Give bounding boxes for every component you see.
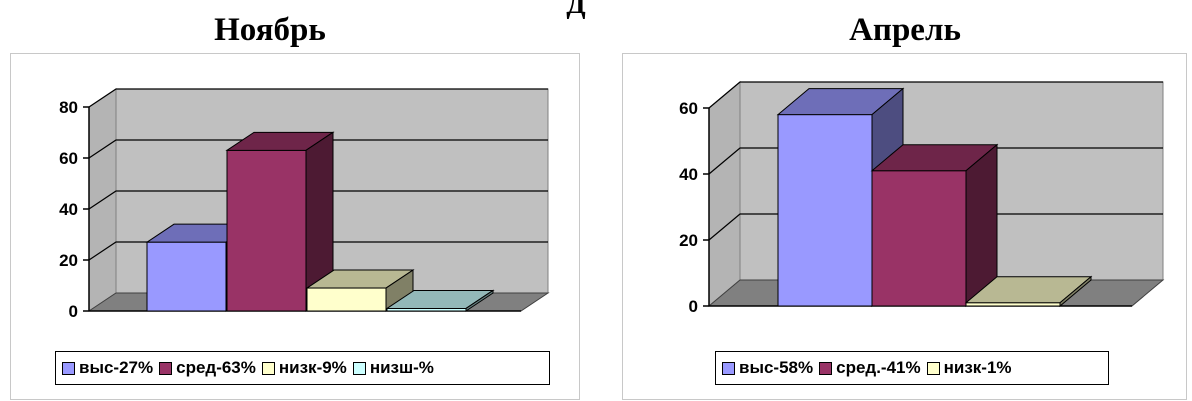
- legend-item: низк-1%: [926, 358, 1012, 378]
- gridline: [88, 241, 548, 261]
- legend-swatch: [62, 361, 75, 375]
- legend-label: низк-9%: [278, 358, 347, 377]
- chart-panel-april: 0 20 40 60 выс-58% сред.-41% низк-1%: [622, 53, 1187, 400]
- gridline: [708, 81, 1163, 109]
- y-tick-label: 40: [59, 200, 78, 219]
- legend-item: низш-%: [352, 358, 434, 378]
- legend-item: выс-58%: [722, 358, 813, 378]
- legend-swatch: [352, 361, 366, 375]
- y-tick-label: 0: [69, 302, 78, 321]
- y-tick-label: 60: [59, 149, 78, 168]
- gridline: [88, 88, 548, 108]
- legend-label: сред.-41%: [836, 358, 921, 377]
- bar-side: [465, 289, 494, 312]
- y-tick-label: 20: [59, 251, 78, 270]
- gridline: [88, 139, 548, 159]
- bar-front: [146, 241, 227, 312]
- bar: [964, 275, 1093, 308]
- chart-legend-november: выс-27% сред-63% низк-9% низш-%: [55, 351, 550, 385]
- plot-side-wall: [708, 80, 741, 308]
- y-tick-label: 0: [689, 297, 698, 316]
- chart-plot-november: 0 20 40 60 80: [59, 88, 550, 321]
- bar-front: [306, 287, 387, 312]
- bar-front: [777, 114, 873, 307]
- chart-plot-april: 0 20 40 60: [679, 80, 1165, 316]
- y-tick-label: 40: [679, 165, 698, 184]
- top-cut-letter: Д: [566, 0, 586, 20]
- bar-front: [226, 149, 307, 312]
- legend-label: низк-1%: [943, 358, 1012, 377]
- legend-swatch: [159, 361, 173, 375]
- legend-label: низш-%: [369, 358, 434, 377]
- legend-swatch: [819, 361, 833, 375]
- chart-panel-november: 0 20 40 60 80 выс-27% сред-63% низк-9% низш-…: [10, 53, 580, 400]
- y-tick-label: 60: [679, 99, 698, 118]
- y-tick-label: 20: [679, 231, 698, 250]
- y-tick-label: 80: [59, 98, 78, 117]
- legend-item: низк-9%: [261, 358, 347, 378]
- bar-front: [871, 170, 967, 307]
- legend-swatch: [261, 361, 275, 375]
- legend-item: выс-27%: [62, 358, 153, 378]
- chart-title-november: Ноябрь: [214, 12, 326, 48]
- bar: [385, 289, 495, 312]
- legend-swatch: [722, 361, 735, 375]
- bar: [305, 269, 415, 312]
- chart-legend-april: выс-58% сред.-41% низк-1%: [715, 351, 1109, 385]
- chart-title-april: Апрель: [849, 12, 961, 48]
- legend-label: выс-27%: [79, 358, 154, 377]
- bar: [870, 143, 999, 308]
- bar-side: [1059, 275, 1092, 308]
- gridline: [708, 213, 1163, 241]
- legend-label: сред-63%: [176, 358, 256, 377]
- legend-label: выс-58%: [739, 358, 814, 377]
- gridline: [708, 147, 1163, 175]
- legend-item: сред.-41%: [819, 358, 921, 378]
- gridline: [88, 190, 548, 210]
- legend-swatch: [926, 361, 940, 375]
- legend-item: сред-63%: [159, 358, 256, 378]
